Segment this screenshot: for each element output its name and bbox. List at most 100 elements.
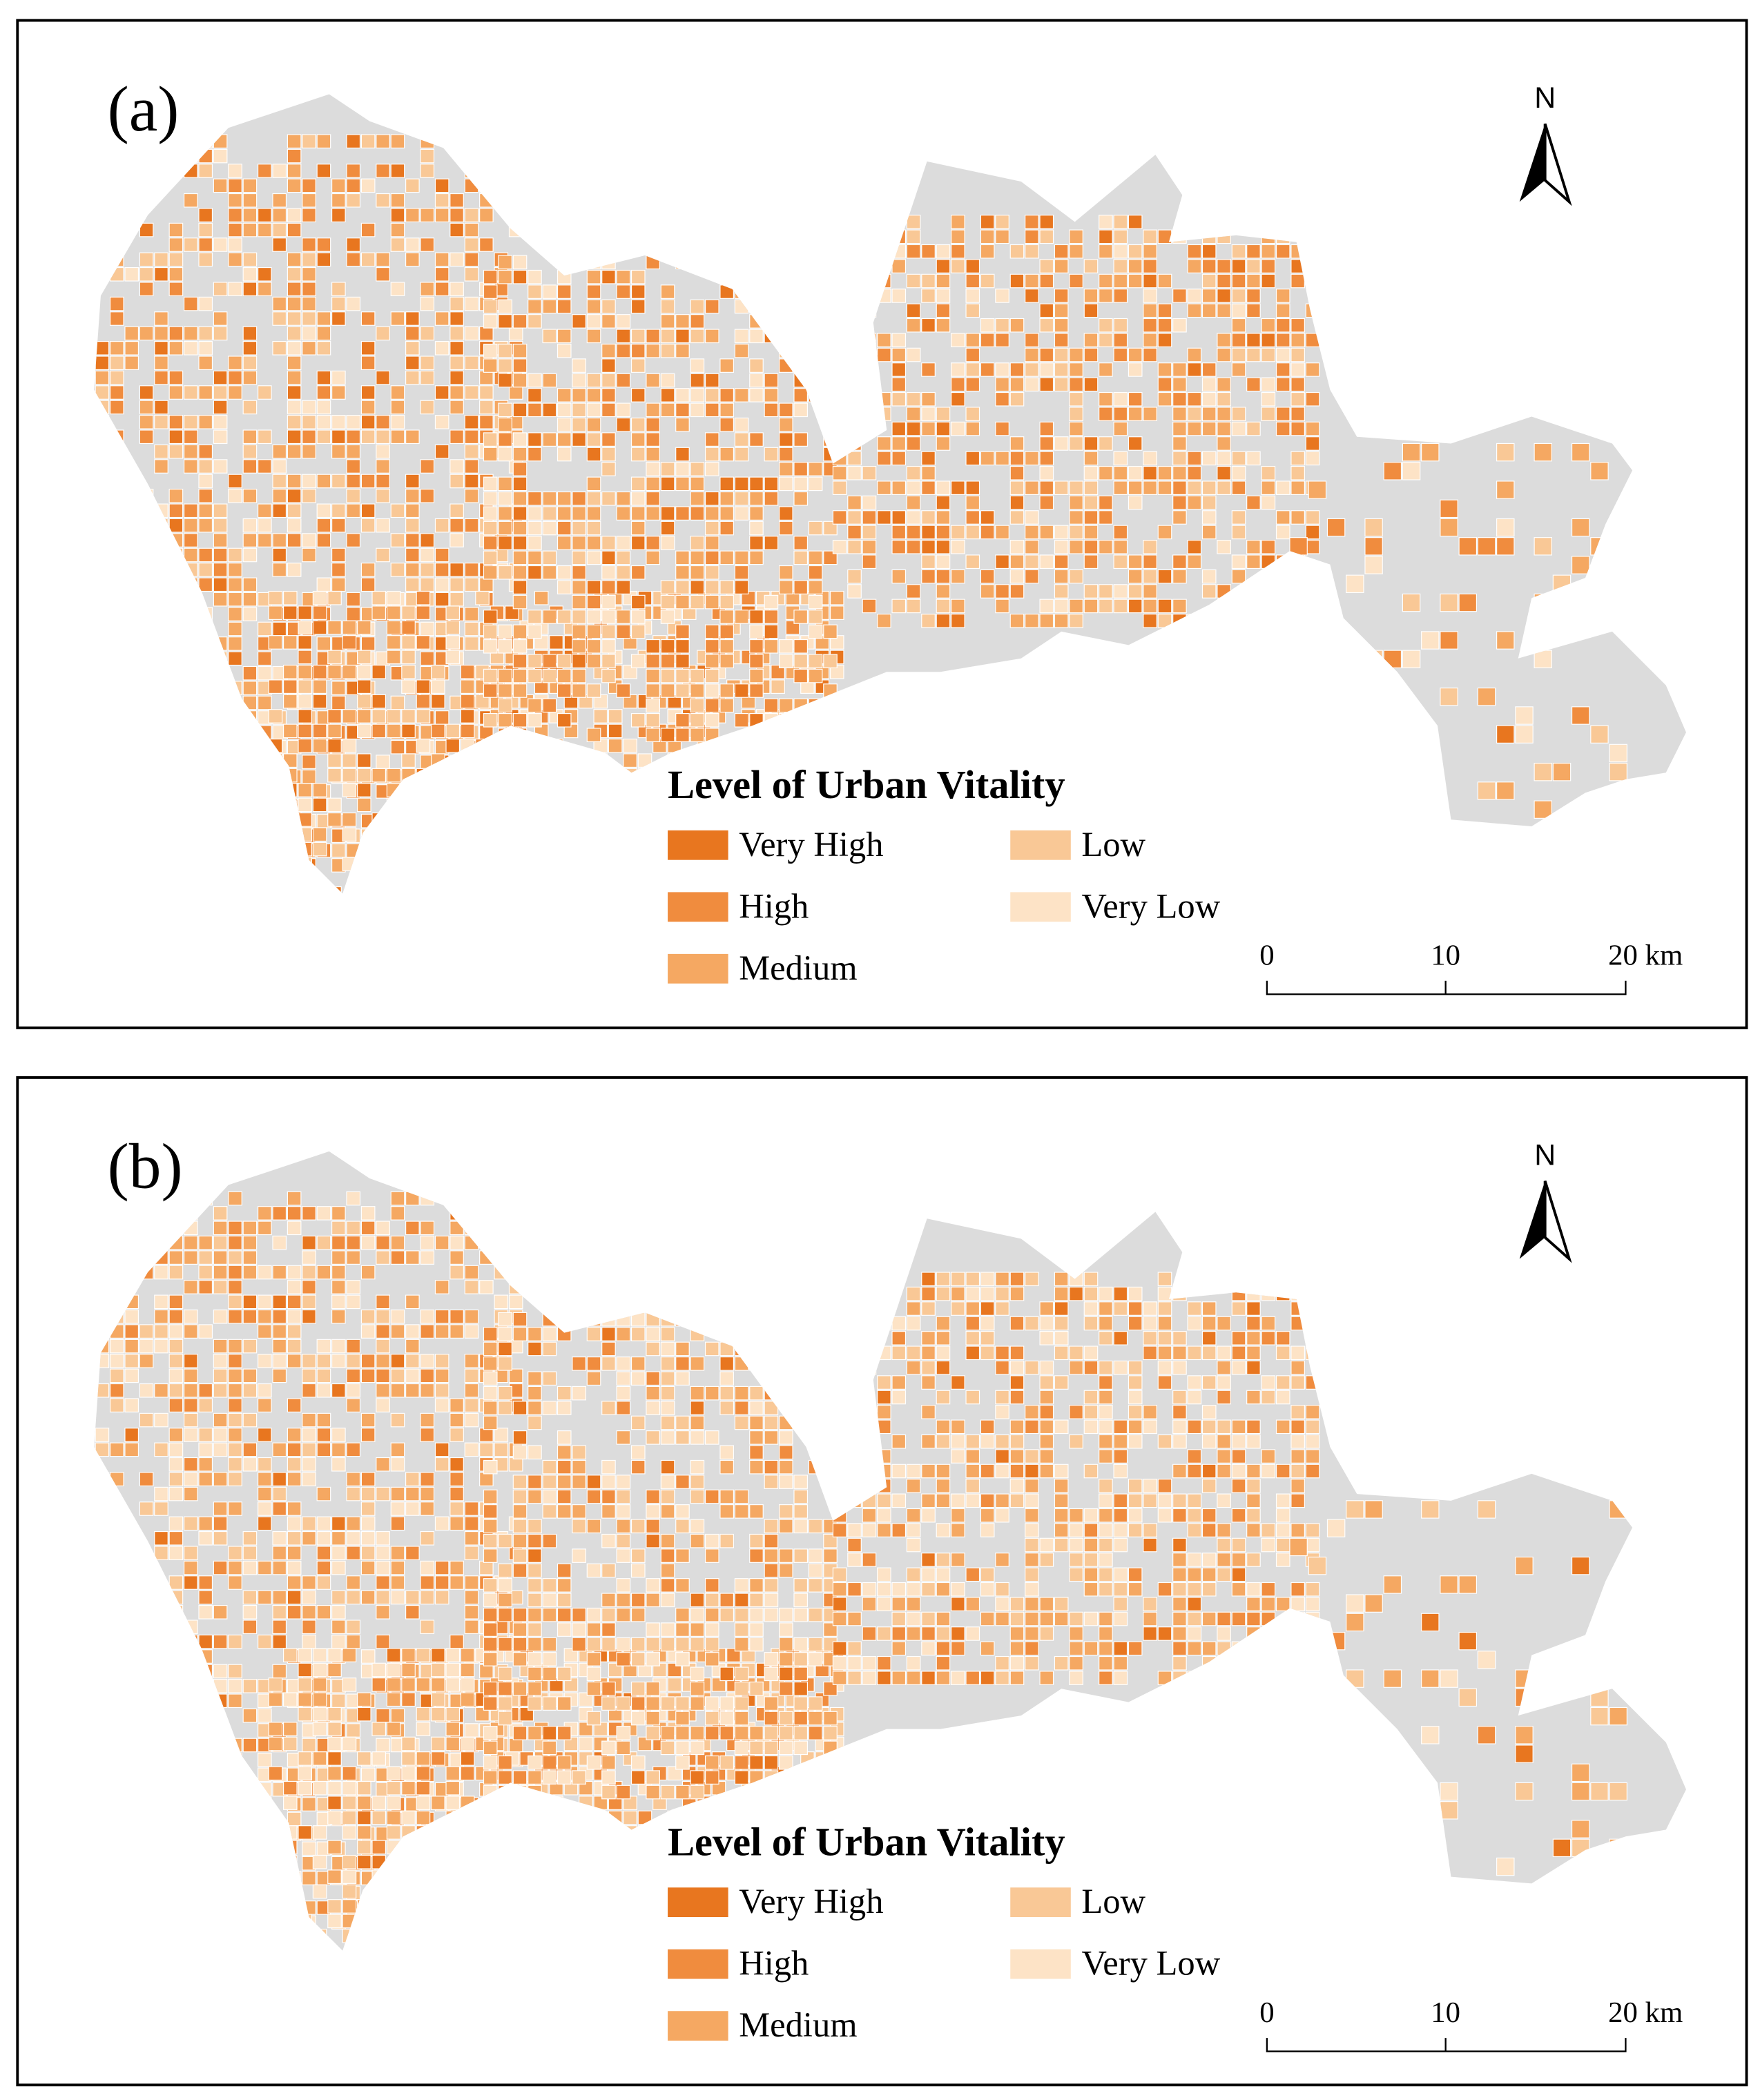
vitality-patch xyxy=(360,1516,376,1531)
vitality-patch xyxy=(258,1501,272,1516)
vitality-patch xyxy=(287,474,302,489)
vitality-patch xyxy=(734,1696,749,1711)
vitality-patch xyxy=(483,1459,498,1475)
vitality-patch xyxy=(690,314,705,329)
vitality-patch xyxy=(213,429,228,445)
vitality-patch xyxy=(1143,569,1157,584)
vitality-patch xyxy=(764,1726,779,1740)
vitality-patch xyxy=(734,343,749,358)
vitality-patch xyxy=(331,1250,346,1265)
vitality-patch xyxy=(360,1368,376,1383)
vitality-patch xyxy=(906,465,921,480)
vitality-patch xyxy=(734,1593,749,1608)
vitality-patch xyxy=(616,565,631,580)
vitality-patch xyxy=(258,459,272,474)
vitality-patch xyxy=(390,134,405,148)
vitality-patch xyxy=(316,415,331,429)
vitality-patch xyxy=(390,1309,405,1324)
legend-swatch xyxy=(668,953,728,984)
vitality-patch xyxy=(228,1265,242,1280)
vitality-patch xyxy=(316,1383,331,1398)
vitality-patch xyxy=(1009,1375,1025,1390)
vitality-patch xyxy=(675,1711,690,1726)
vitality-patch xyxy=(360,1472,376,1486)
vitality-patch xyxy=(445,1796,461,1810)
vitality-patch xyxy=(168,326,184,341)
vitality-patch xyxy=(479,415,494,429)
vitality-patch xyxy=(1009,318,1025,333)
vitality-patch xyxy=(1217,377,1231,392)
vitality-patch xyxy=(906,244,921,259)
vitality-patch xyxy=(1275,289,1290,303)
vitality-patch xyxy=(1231,480,1246,495)
vitality-patch xyxy=(1025,1508,1039,1523)
vitality-patch xyxy=(346,607,361,621)
vitality-patch xyxy=(268,1692,283,1707)
vitality-patch xyxy=(719,1711,734,1726)
vitality-patch xyxy=(302,1605,316,1620)
vitality-patch xyxy=(778,417,793,432)
vitality-patch xyxy=(228,282,242,297)
vitality-patch xyxy=(483,1533,498,1548)
vitality-patch xyxy=(168,1309,184,1324)
vitality-patch xyxy=(630,610,646,624)
vitality-patch xyxy=(1217,465,1231,480)
vitality-patch xyxy=(660,284,675,299)
vitality-patch xyxy=(287,1324,302,1339)
vitality-patch xyxy=(808,1652,823,1666)
vitality-patch xyxy=(616,580,631,594)
vitality-patch xyxy=(906,1611,921,1626)
vitality-patch xyxy=(534,590,549,605)
vitality-patch xyxy=(557,668,572,683)
vitality-patch xyxy=(778,402,793,418)
vitality-patch xyxy=(542,668,557,683)
vitality-patch xyxy=(1025,1405,1039,1419)
vitality-patch xyxy=(390,1575,405,1590)
vitality-patch xyxy=(1534,443,1552,462)
vitality-patch xyxy=(268,605,283,620)
vitality-patch xyxy=(287,178,302,193)
vitality-patch xyxy=(1246,377,1261,392)
vitality-patch xyxy=(1231,569,1246,584)
vitality-patch xyxy=(980,333,995,347)
vitality-patch xyxy=(401,620,416,635)
vitality-patch xyxy=(557,1726,572,1740)
vitality-patch xyxy=(342,635,357,650)
vitality-patch xyxy=(346,1575,361,1590)
vitality-patch xyxy=(342,1854,357,1869)
vitality-patch xyxy=(386,1780,401,1796)
vitality-patch xyxy=(312,1722,327,1736)
vitality-patch xyxy=(302,1871,316,1885)
vitality-patch xyxy=(386,1648,401,1662)
vitality-patch xyxy=(342,1796,357,1810)
vitality-patch xyxy=(1025,1419,1039,1435)
vitality-patch xyxy=(630,1548,646,1563)
vitality-patch xyxy=(512,668,528,683)
vitality-patch xyxy=(630,521,646,536)
vitality-patch xyxy=(109,370,124,385)
vitality-patch xyxy=(258,1294,272,1310)
vitality-patch xyxy=(498,521,512,536)
vitality-patch xyxy=(416,1678,431,1692)
vitality-patch xyxy=(316,1368,331,1383)
vitality-patch xyxy=(616,1504,631,1519)
vitality-patch xyxy=(1099,539,1113,554)
vitality-patch xyxy=(906,318,921,333)
vitality-patch xyxy=(660,1386,675,1401)
vitality-patch xyxy=(601,1475,616,1489)
vitality-patch xyxy=(405,533,420,547)
vitality-patch xyxy=(951,1449,965,1464)
vitality-patch xyxy=(242,1294,258,1310)
vitality-patch xyxy=(390,1412,405,1428)
vitality-patch xyxy=(1157,525,1172,540)
vitality-patch xyxy=(498,1593,512,1608)
vitality-patch xyxy=(601,594,616,610)
vitality-patch xyxy=(601,314,616,329)
vitality-patch xyxy=(327,768,342,783)
vitality-patch xyxy=(965,1449,980,1464)
vitality-patch xyxy=(1039,1316,1054,1331)
vitality-patch xyxy=(498,402,512,418)
vitality-patch xyxy=(793,580,809,594)
vitality-patch xyxy=(616,506,631,521)
vitality-patch xyxy=(646,1726,660,1740)
